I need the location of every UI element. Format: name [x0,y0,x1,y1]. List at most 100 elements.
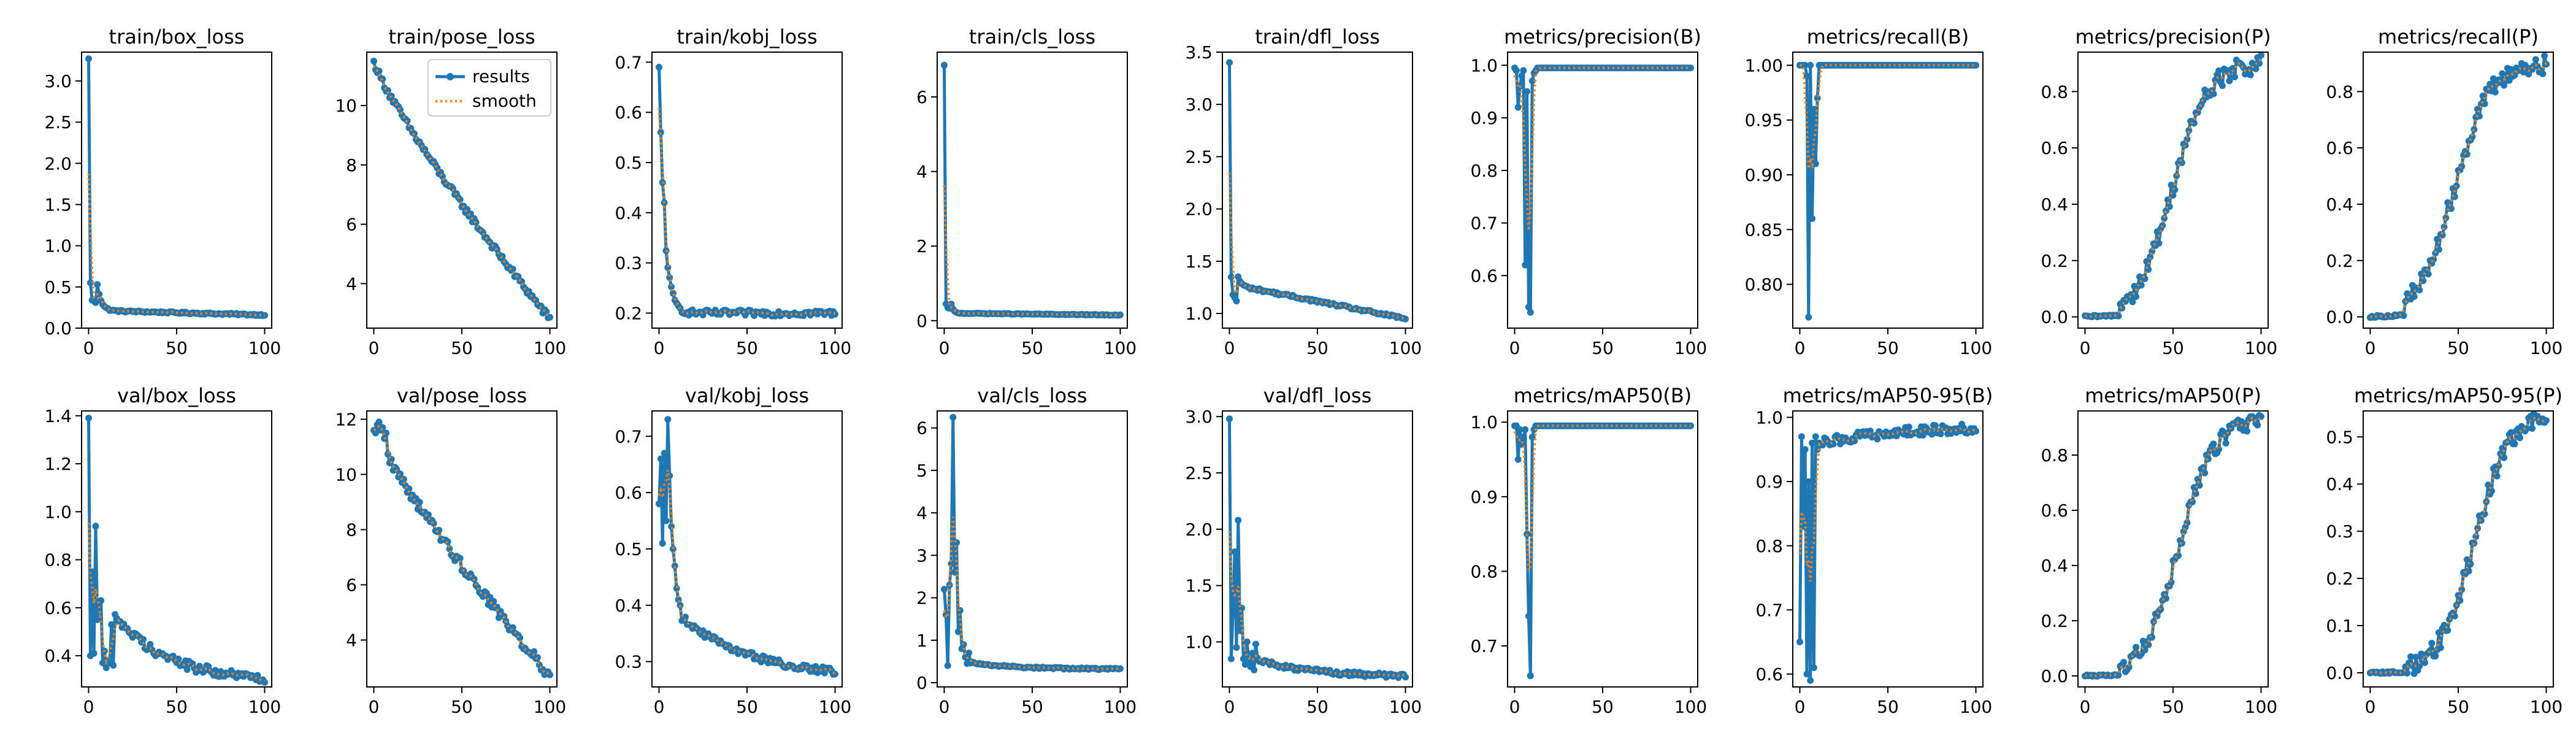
results-point [2465,567,2472,575]
results-point [2432,653,2439,660]
x-tick-label: 100 [2245,697,2277,717]
results-point [1514,456,1522,463]
results-point [2534,413,2541,420]
subplot-title: metrics/precision(P) [2075,25,2271,48]
results-point [1240,655,1247,662]
results-point [1525,613,1532,619]
x-tick-label: 50 [1592,338,1614,358]
results-point [2222,440,2229,447]
results-point [499,253,506,260]
y-tick-label: 3.0 [1185,407,1213,427]
y-tick-label: 1.0 [1185,632,1213,653]
results-point [1937,430,1944,437]
x-tick-label: 0 [1509,697,1520,717]
results-point [2448,205,2455,212]
results-point [2428,640,2436,647]
x-tick-label: 0 [1509,338,1520,358]
results-point [1249,650,1256,657]
y-tick-label: 1.00 [1745,55,1783,75]
subplot-2: train/kobj_loss 0 50 100 0.2 0.3 0.4 0.5 0.6 0.7 [615,25,851,358]
results-point [2115,312,2122,320]
results-point [2231,74,2238,80]
results-point [108,621,115,628]
y-tick-label: 4 [916,162,927,182]
results-line [943,65,1121,317]
axes-frame [1222,410,1413,688]
results-line [372,420,551,677]
results-point [102,664,110,672]
y-tick-label: 1.0 [44,502,72,522]
subplot-7: metrics/precision(P) 0 50 100 0.0 0.2 0.4 0.6 0.… [2041,25,2277,358]
results-point [509,266,516,273]
x-tick-label: 50 [1877,338,1899,358]
y-tick-label: 0.7 [1755,600,1783,620]
results-line [657,67,837,318]
results-point [1809,439,1816,447]
results-point [2425,270,2432,278]
results-point [2475,112,2483,120]
x-tick-label: 0 [83,338,94,358]
results-point [2212,77,2219,83]
y-tick-label: 0.6 [615,483,642,503]
results-point [1243,638,1251,645]
x-tick-label: 100 [1104,338,1137,358]
y-tick-label: 1.0 [1470,412,1498,432]
axes-frame [1792,410,1984,688]
results-point [2517,434,2523,442]
subplot-5: metrics/precision(B) 0 50 100 0.6 0.7 0.8 0.9 1.… [1470,25,1707,358]
results-point [669,545,677,553]
results-point [832,310,838,318]
results-line [943,415,1121,672]
y-tick-label: 0.9 [1755,472,1783,492]
results-point [1251,666,1258,673]
results-point [1231,548,1238,556]
x-tick-label: 0 [1224,697,1235,717]
results-point [2471,126,2478,133]
results-point [2485,481,2492,489]
results-point [2499,70,2506,77]
results-point [444,538,451,545]
results-line [2084,413,2262,678]
y-tick-label: 0.9 [1470,108,1498,128]
results-line [657,418,835,676]
axes-frame [1507,410,1698,688]
results-point [86,279,94,286]
subplot-3: train/cls_loss 0 50 100 0 2 4 6 [916,25,1137,358]
results-point [2444,627,2451,634]
subplot-12: val/cls_loss 0 50 100 0 1 2 3 4 5 6 [916,384,1137,717]
results-point [96,291,103,298]
results-point [1227,655,1235,662]
results-point [1522,261,1529,269]
results-point [90,650,98,657]
x-tick-label: 50 [166,697,188,717]
results-point [1514,104,1522,111]
results-point [2418,650,2425,657]
subplot-title: val/pose_loss [397,384,527,407]
results-point [2442,214,2450,221]
results-point [370,58,377,64]
smooth-line [1513,424,1691,571]
results-point [2120,659,2128,666]
subplot-8: metrics/recall(P) 0 50 100 0.0 0.2 0.4 0.6 0.8 [2326,25,2563,358]
results-point [659,540,666,547]
y-tick-label: 0.4 [2326,194,2353,215]
y-tick-label: 2 [916,236,927,256]
results-point [1801,446,1809,453]
results-point [941,586,948,593]
results-point [110,662,117,669]
results-point [2244,427,2251,435]
smooth-line [943,516,1121,670]
results-point [664,416,672,423]
y-tick-label: 0.85 [1745,220,1783,240]
results-point [2491,88,2499,96]
smooth-line [657,108,835,316]
x-tick-label: 50 [451,338,473,358]
smooth-line [87,174,265,317]
x-tick-label: 100 [2245,338,2277,358]
results-point [1522,426,1529,433]
y-tick-label: 0.0 [2041,307,2068,328]
results-point [1518,72,1525,80]
x-tick-label: 50 [2447,697,2469,717]
subplot-title: metrics/mAP50-95(B) [1783,384,1993,407]
x-tick-label: 100 [534,697,566,717]
